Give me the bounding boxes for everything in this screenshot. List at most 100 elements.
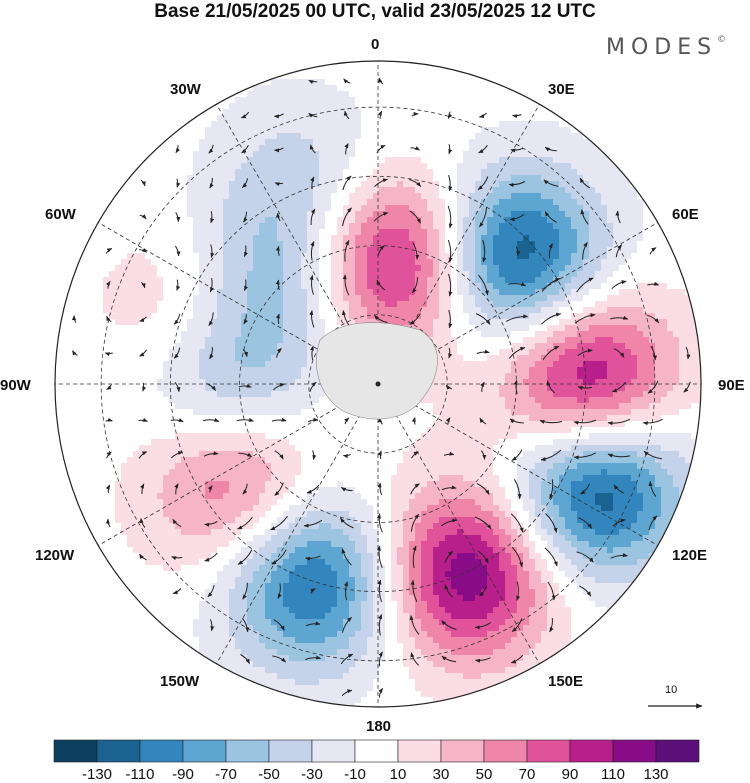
- field-cell: [619, 187, 626, 194]
- field-cell: [319, 133, 326, 140]
- field-cell: [217, 199, 224, 206]
- field-cell: [409, 241, 416, 248]
- field-cell: [565, 265, 572, 272]
- field-cell: [397, 73, 404, 80]
- field-cell: [547, 199, 554, 206]
- field-cell: [403, 127, 410, 134]
- field-cell: [151, 91, 158, 98]
- field-cell: [439, 109, 446, 116]
- field-cell: [643, 163, 650, 170]
- field-cell: [499, 253, 506, 260]
- field-cell: [163, 247, 170, 254]
- map-title: Base 21/05/2025 00 UTC, valid 23/05/2025…: [154, 1, 596, 22]
- field-cell: [163, 85, 170, 92]
- field-cell: [145, 73, 152, 80]
- field-cell: [403, 67, 410, 74]
- field-cell: [463, 301, 470, 308]
- field-cell: [61, 115, 68, 122]
- field-cell: [181, 109, 188, 116]
- field-cell: [607, 271, 614, 278]
- field-cell: [247, 85, 254, 92]
- field-cell: [637, 97, 644, 104]
- field-cell: [661, 133, 668, 140]
- field-cell: [223, 295, 230, 302]
- field-cell: [73, 157, 80, 164]
- field-cell: [583, 253, 590, 260]
- field-cell: [259, 325, 266, 332]
- field-cell: [535, 307, 542, 314]
- field-cell: [589, 115, 596, 122]
- field-cell: [283, 229, 290, 236]
- field-cell: [115, 265, 122, 272]
- field-cell: [295, 85, 302, 92]
- field-cell: [553, 187, 560, 194]
- field-cell: [337, 133, 344, 140]
- field-cell: [223, 253, 230, 260]
- field-cell: [259, 247, 266, 254]
- field-cell: [403, 307, 410, 314]
- field-cell: [235, 241, 242, 248]
- field-cell: [91, 109, 98, 116]
- field-cell: [211, 307, 218, 314]
- field-cell: [499, 271, 506, 278]
- field-cell: [385, 259, 392, 266]
- field-cell: [97, 241, 104, 248]
- field-cell: [271, 79, 278, 86]
- field-cell: [469, 301, 476, 308]
- field-cell: [343, 205, 350, 212]
- field-cell: [199, 145, 206, 152]
- field-cell: [637, 133, 644, 140]
- field-cell: [169, 151, 176, 158]
- field-cell: [313, 307, 320, 314]
- field-cell: [193, 241, 200, 248]
- field-cell: [463, 235, 470, 242]
- field-cell: [241, 295, 248, 302]
- field-cell: [277, 109, 284, 116]
- field-cell: [217, 109, 224, 116]
- field-cell: [433, 115, 440, 122]
- field-cell: [343, 103, 350, 110]
- field-cell: [595, 73, 602, 80]
- field-cell: [415, 73, 422, 80]
- field-cell: [139, 205, 146, 212]
- field-cell: [655, 253, 662, 260]
- field-cell: [367, 133, 374, 140]
- field-cell: [73, 253, 80, 260]
- field-cell: [127, 211, 134, 218]
- field-cell: [181, 313, 188, 320]
- field-cell: [433, 277, 440, 284]
- field-cell: [241, 271, 248, 278]
- field-cell: [115, 259, 122, 266]
- field-cell: [193, 277, 200, 284]
- field-cell: [577, 313, 584, 320]
- field-cell: [199, 133, 206, 140]
- field-cell: [379, 283, 386, 290]
- field-cell: [133, 313, 140, 320]
- field-cell: [121, 103, 128, 110]
- field-cell: [217, 139, 224, 146]
- field-cell: [511, 253, 518, 260]
- field-cell: [259, 259, 266, 266]
- field-cell: [157, 97, 164, 104]
- field-cell: [115, 175, 122, 182]
- field-cell: [547, 301, 554, 308]
- field-cell: [697, 181, 701, 188]
- field-cell: [199, 301, 206, 308]
- field-cell: [139, 109, 146, 116]
- field-cell: [637, 73, 644, 80]
- field-cell: [631, 325, 638, 332]
- field-cell: [193, 289, 200, 296]
- field-cell: [409, 169, 416, 176]
- field-cell: [433, 307, 440, 314]
- field-cell: [397, 301, 404, 308]
- field-cell: [187, 109, 194, 116]
- field-cell: [505, 331, 512, 338]
- field-cell: [271, 277, 278, 284]
- field-cell: [181, 229, 188, 236]
- field-cell: [493, 61, 500, 68]
- field-cell: [619, 289, 626, 296]
- field-cell: [571, 247, 578, 254]
- field-cell: [415, 319, 422, 326]
- field-cell: [187, 259, 194, 266]
- field-cell: [403, 193, 410, 200]
